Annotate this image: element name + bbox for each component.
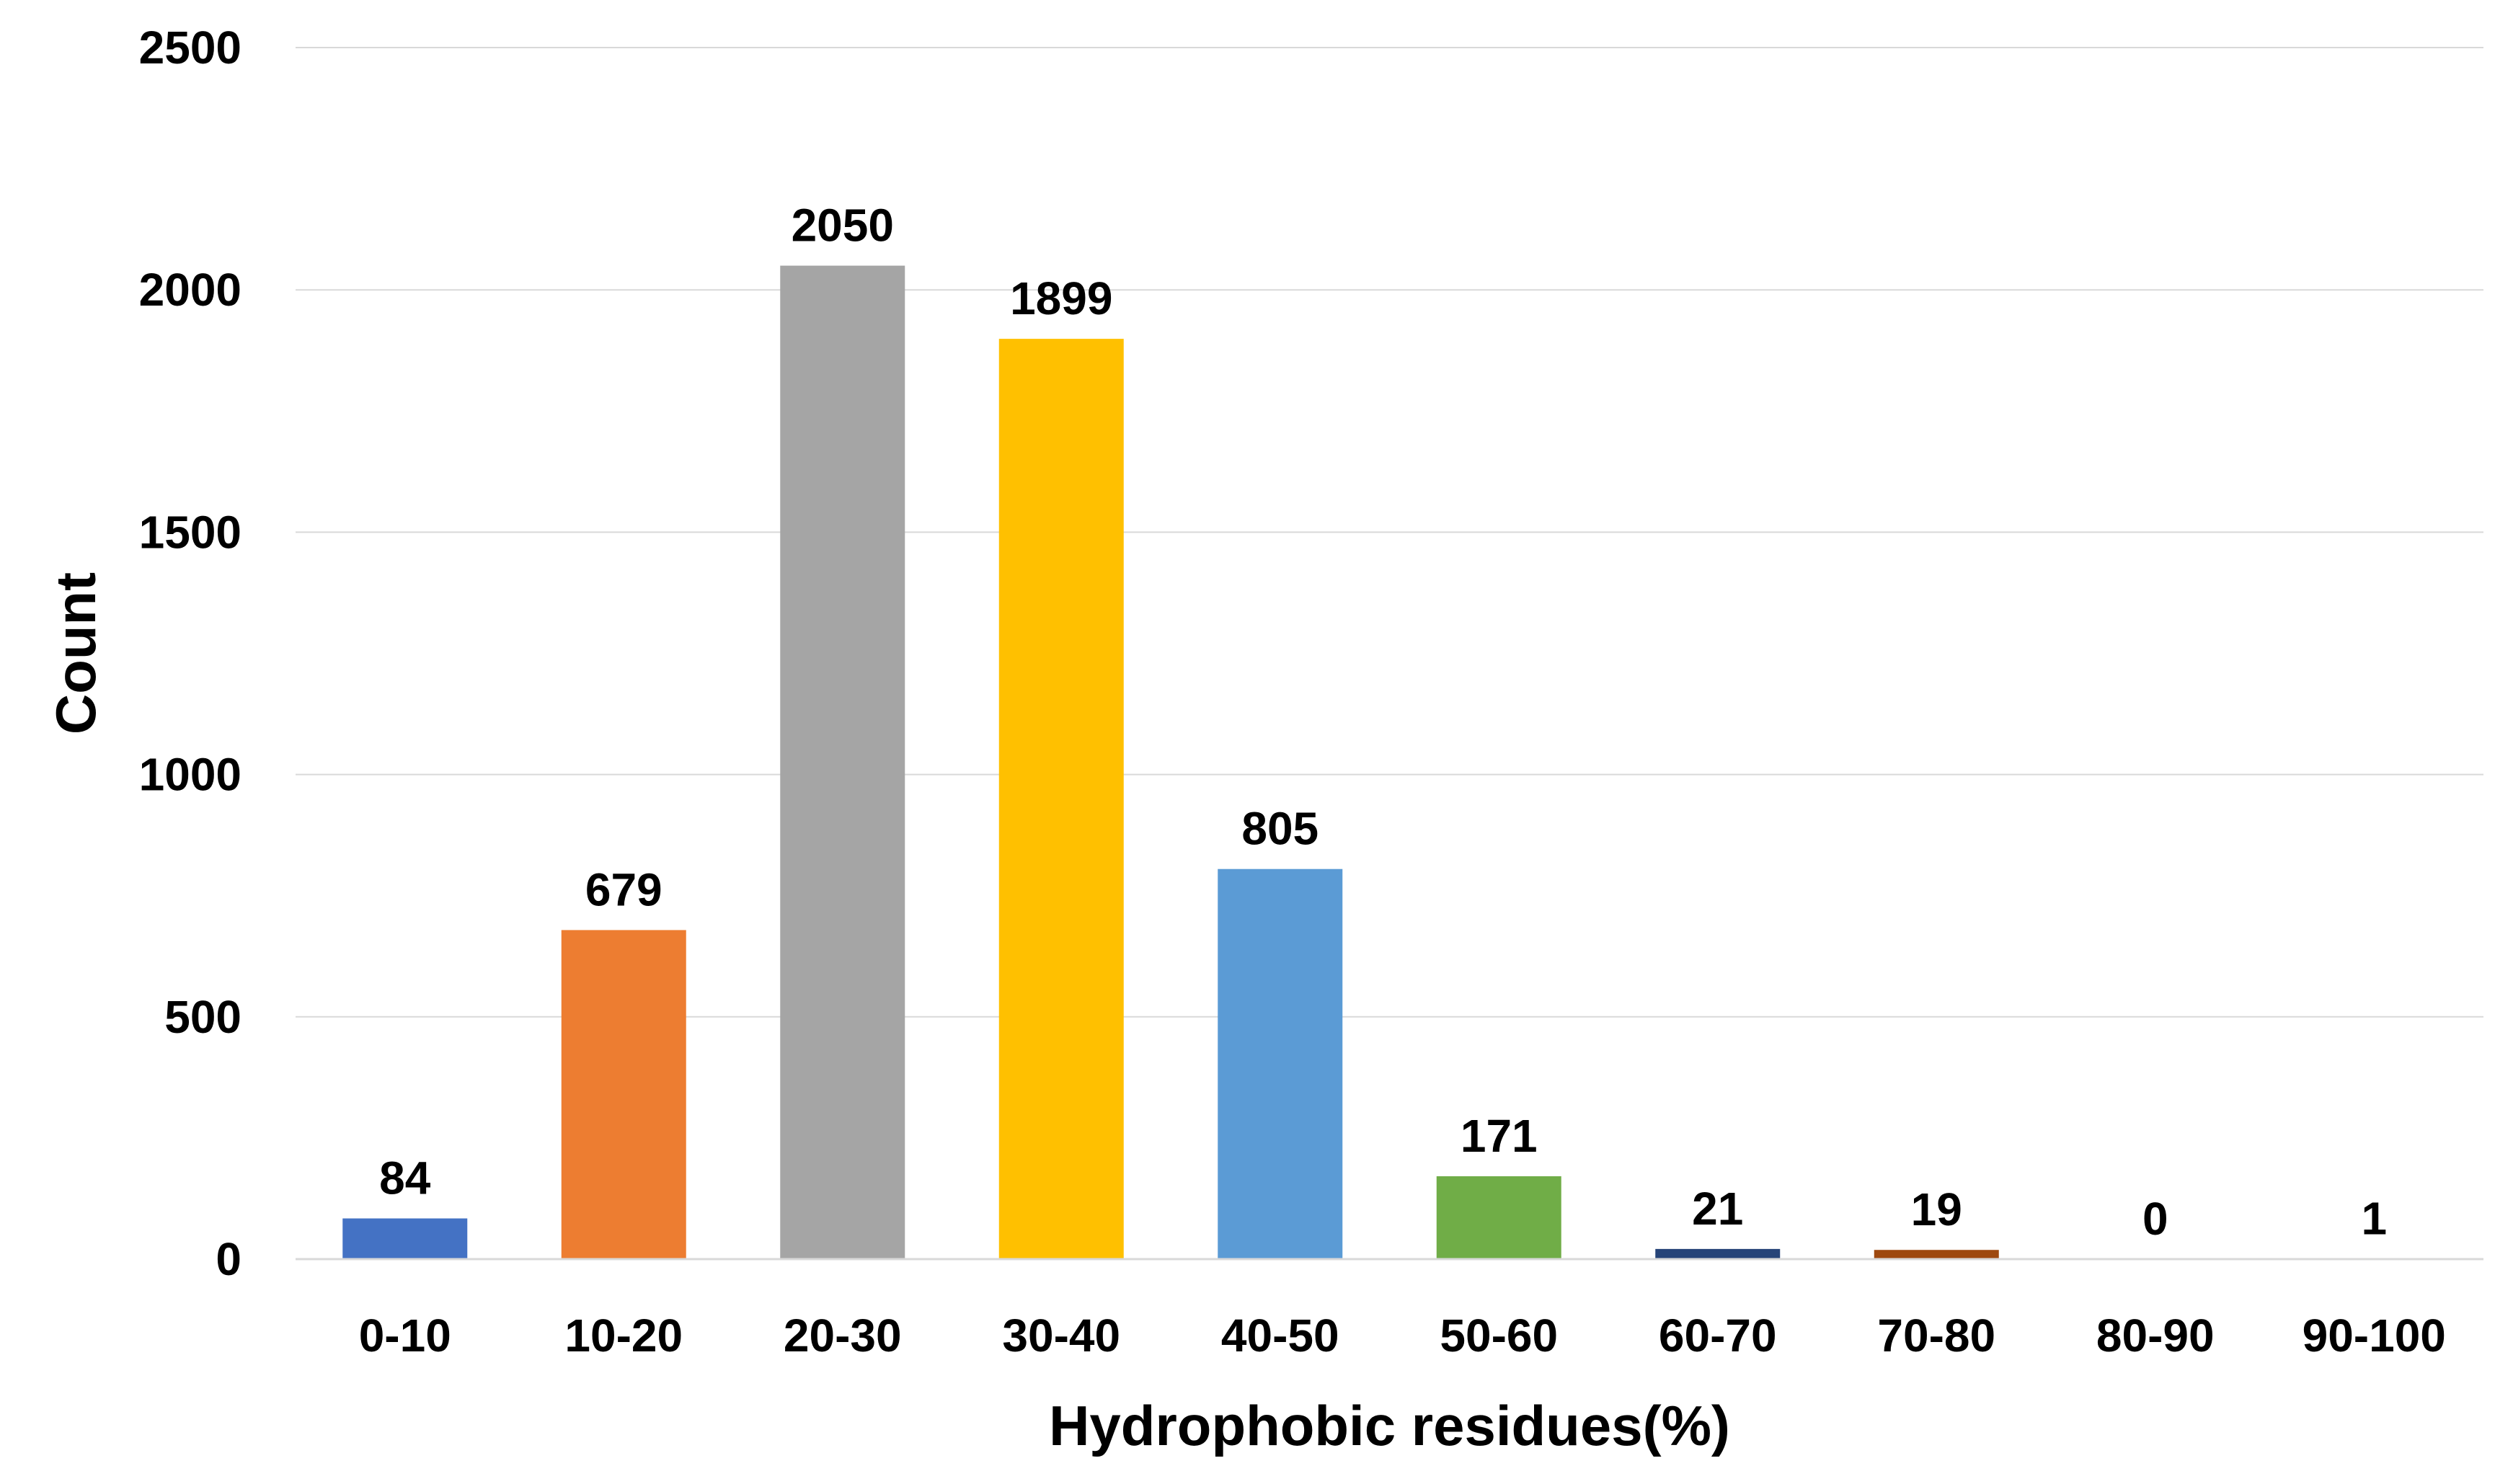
bar-30-40: [998, 339, 1124, 1259]
bar-60-70: [1655, 1248, 1781, 1259]
x-tick-label: 60-70: [1659, 1310, 1777, 1361]
x-tick-label: 80-90: [2096, 1310, 2215, 1361]
data-label-40-50: 805: [1241, 803, 1319, 855]
data-label-0-10: 84: [379, 1152, 431, 1204]
x-tick-label: 90-100: [2303, 1310, 2446, 1361]
x-tick-label: 0-10: [359, 1310, 451, 1361]
data-label-30-40: 1899: [1010, 272, 1112, 324]
x-axis-tick-labels: 0-10 10-20 20-30 30-40 40-50 50-60 60-70 70-80 8…: [359, 1310, 2446, 1361]
bar-50-60: [1436, 1176, 1561, 1259]
y-tick-label: 1500: [139, 506, 241, 558]
bar-40-50: [1218, 868, 1343, 1259]
data-label-90-100: 1: [2361, 1192, 2387, 1244]
data-label-80-90: 0: [2142, 1193, 2168, 1245]
data-label-60-70: 21: [1692, 1183, 1743, 1235]
y-tick-label: 1000: [139, 749, 241, 801]
x-tick-label: 30-40: [1002, 1310, 1120, 1361]
x-axis-title: Hydrophobic residues(%): [1049, 1394, 1730, 1457]
data-labels: 84 679 2050 1899 805 171 21 19 0 1: [379, 200, 2387, 1245]
y-axis-title: Count: [44, 572, 107, 734]
bar-20-30: [780, 265, 905, 1260]
bar-0-10: [342, 1218, 468, 1259]
y-tick-label: 2500: [139, 22, 241, 74]
data-label-10-20: 679: [585, 863, 662, 915]
bars: [342, 265, 2437, 1261]
data-label-50-60: 171: [1461, 1110, 1538, 1162]
y-tick-label: 500: [164, 991, 241, 1043]
gridlines: [296, 47, 2483, 1018]
data-label-70-80: 19: [1911, 1183, 1962, 1235]
y-tick-label: 0: [216, 1233, 241, 1285]
x-tick-label: 70-80: [1877, 1310, 1995, 1361]
y-axis-tick-labels: 0 500 1000 1500 2000 2500: [139, 22, 241, 1285]
y-tick-label: 2000: [139, 264, 241, 316]
data-label-20-30: 2050: [792, 200, 894, 252]
x-tick-label: 50-60: [1440, 1310, 1558, 1361]
x-tick-label: 10-20: [564, 1310, 683, 1361]
bar-70-80: [1874, 1250, 1999, 1259]
bar-10-20: [561, 930, 686, 1259]
x-tick-label: 20-30: [784, 1310, 902, 1361]
x-tick-label: 40-50: [1221, 1310, 1339, 1361]
